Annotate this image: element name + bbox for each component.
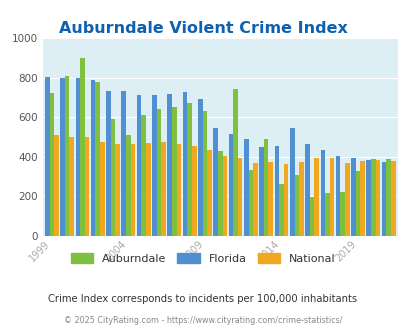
Bar xyxy=(360,161,364,236)
Bar xyxy=(324,193,329,236)
Bar xyxy=(390,161,394,236)
Bar xyxy=(207,150,211,236)
Bar xyxy=(187,103,192,236)
Bar xyxy=(309,197,313,236)
Bar xyxy=(350,158,355,236)
Bar xyxy=(45,77,49,236)
Bar xyxy=(294,175,298,236)
Bar xyxy=(130,144,135,236)
Bar xyxy=(85,137,89,236)
Bar xyxy=(259,147,263,236)
Bar xyxy=(289,128,294,236)
Bar xyxy=(340,192,344,236)
Bar xyxy=(69,137,74,236)
Bar xyxy=(370,159,375,236)
Bar xyxy=(161,142,166,236)
Bar xyxy=(49,93,54,236)
Text: Crime Index corresponds to incidents per 100,000 inhabitants: Crime Index corresponds to incidents per… xyxy=(48,294,357,304)
Bar xyxy=(274,146,279,236)
Bar xyxy=(80,58,85,236)
Text: © 2025 CityRating.com - https://www.cityrating.com/crime-statistics/: © 2025 CityRating.com - https://www.city… xyxy=(64,316,341,325)
Bar xyxy=(329,158,333,236)
Bar xyxy=(335,156,340,236)
Bar xyxy=(283,164,288,236)
Bar xyxy=(355,171,360,236)
Bar xyxy=(192,146,196,236)
Bar xyxy=(141,115,146,236)
Bar xyxy=(91,80,95,236)
Bar xyxy=(279,184,283,236)
Bar xyxy=(152,95,156,236)
Legend: Auburndale, Florida, National: Auburndale, Florida, National xyxy=(66,249,339,268)
Bar xyxy=(176,144,181,236)
Bar xyxy=(111,119,115,236)
Bar xyxy=(366,160,370,236)
Bar xyxy=(263,139,268,236)
Bar xyxy=(75,78,80,236)
Bar xyxy=(313,158,318,236)
Bar xyxy=(182,92,187,236)
Bar xyxy=(237,158,242,236)
Bar xyxy=(243,139,248,236)
Bar xyxy=(386,159,390,236)
Text: Auburndale Violent Crime Index: Auburndale Violent Crime Index xyxy=(58,21,347,36)
Bar xyxy=(375,160,379,236)
Bar xyxy=(65,76,69,236)
Bar xyxy=(222,156,226,236)
Bar xyxy=(248,170,253,236)
Bar xyxy=(136,95,141,236)
Bar xyxy=(217,151,222,236)
Bar xyxy=(172,107,176,236)
Bar xyxy=(115,144,119,236)
Bar xyxy=(126,135,130,236)
Bar xyxy=(54,135,59,236)
Bar xyxy=(198,99,202,236)
Bar xyxy=(213,128,217,236)
Bar xyxy=(320,150,324,236)
Bar xyxy=(106,91,111,236)
Bar xyxy=(100,142,104,236)
Bar xyxy=(305,144,309,236)
Bar xyxy=(228,134,233,236)
Bar xyxy=(344,163,349,236)
Bar xyxy=(146,143,150,236)
Bar xyxy=(298,162,303,236)
Bar xyxy=(233,89,237,236)
Bar xyxy=(60,78,65,236)
Bar xyxy=(381,162,386,236)
Bar xyxy=(268,162,273,236)
Bar xyxy=(95,82,100,236)
Bar xyxy=(253,163,257,236)
Bar xyxy=(167,94,172,236)
Bar xyxy=(121,91,126,236)
Bar xyxy=(202,111,207,236)
Bar xyxy=(156,109,161,236)
